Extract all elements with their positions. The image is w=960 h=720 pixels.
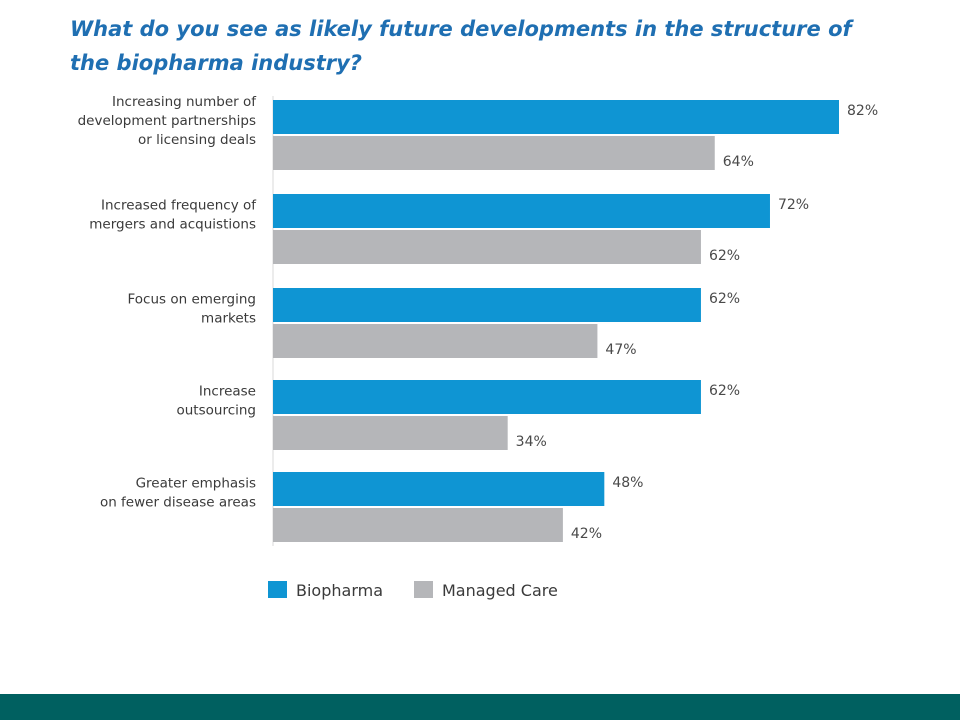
bar-managed-care (273, 136, 715, 170)
data-label: 42% (571, 526, 602, 542)
data-label: 62% (709, 248, 740, 264)
bar-managed-care (273, 508, 563, 542)
data-label: 47% (605, 342, 636, 358)
bar-biopharma (273, 472, 605, 506)
category-label: Increased frequency of mergers and acquis… (89, 198, 257, 233)
category-label: Increasing number of development partners… (78, 94, 258, 148)
data-label: 64% (723, 154, 754, 170)
category-label: Increase outsourcing (176, 384, 256, 419)
legend-label: Biopharma (296, 581, 383, 600)
category-label: Greater emphasis on fewer disease areas (100, 476, 256, 511)
data-label: 72% (778, 197, 809, 213)
bar-biopharma (273, 100, 839, 134)
legend-swatch (414, 581, 433, 598)
legend-label: Managed Care (442, 581, 558, 600)
data-label: 62% (709, 291, 740, 307)
bar-biopharma (273, 380, 701, 414)
data-label: 34% (516, 434, 547, 450)
category-label: Focus on emerging markets (128, 292, 256, 327)
bar-managed-care (273, 416, 508, 450)
bar-managed-care (273, 230, 701, 264)
chart-title: What do you see as likely future develop… (70, 17, 852, 75)
bar-chart: Increasing number of development partners… (78, 94, 879, 600)
data-label: 62% (709, 383, 740, 399)
footer-bar (0, 694, 960, 720)
data-label: 48% (612, 475, 643, 491)
legend-swatch (268, 581, 287, 598)
bar-biopharma (273, 194, 770, 228)
bar-managed-care (273, 324, 598, 358)
bar-biopharma (273, 288, 701, 322)
data-label: 82% (847, 103, 878, 119)
